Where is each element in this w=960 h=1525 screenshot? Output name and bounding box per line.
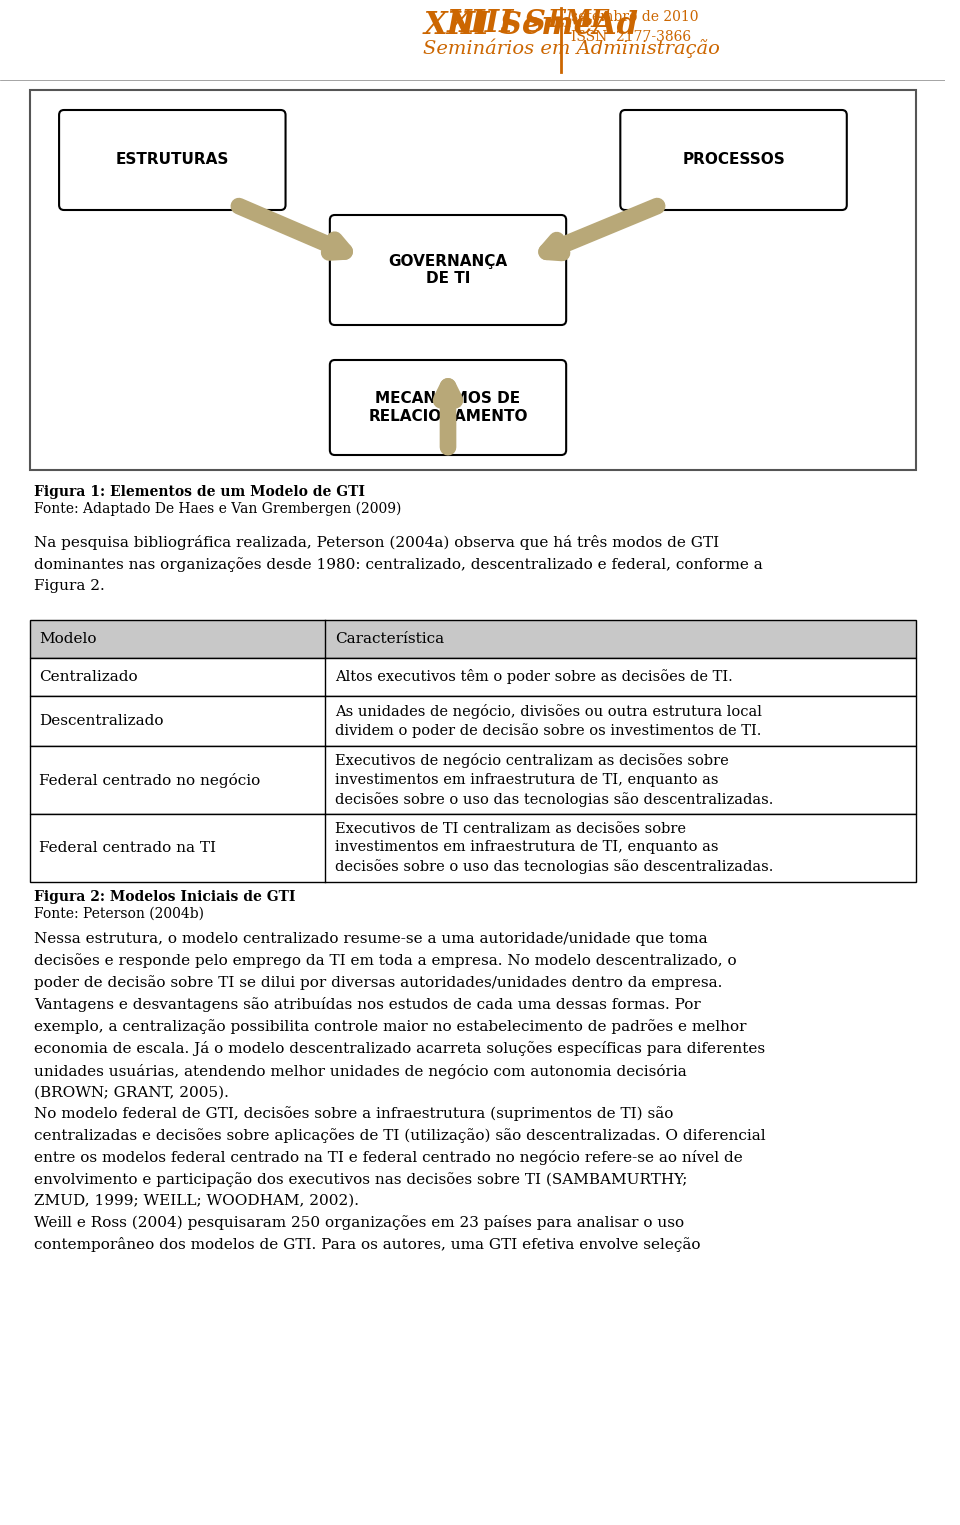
Text: Altos executivos têm o poder sobre as decisões de TI.: Altos executivos têm o poder sobre as de…	[335, 669, 732, 685]
Text: XIII S: XIII S	[447, 8, 546, 40]
Text: PROCESSOS: PROCESSOS	[683, 152, 785, 168]
Text: Federal centrado no negócio: Federal centrado no negócio	[39, 773, 260, 787]
FancyBboxPatch shape	[30, 621, 916, 657]
FancyBboxPatch shape	[30, 657, 916, 695]
Text: Figura 1: Elementos de um Modelo de GTI: Figura 1: Elementos de um Modelo de GTI	[35, 485, 366, 499]
FancyBboxPatch shape	[30, 814, 916, 881]
Text: As unidades de negócio, divisões ou outra estrutura local
dividem o poder de dec: As unidades de negócio, divisões ou outr…	[335, 703, 761, 738]
Text: EME: EME	[547, 8, 610, 32]
Text: Descentralizado: Descentralizado	[39, 714, 164, 727]
Text: Executivos de negócio centralizam as decisões sobre
investimentos em infraestrut: Executivos de negócio centralizam as dec…	[335, 753, 773, 807]
FancyBboxPatch shape	[30, 746, 916, 814]
Text: Na pesquisa bibliográfica realizada, Peterson (2004a) observa que há três modos : Na pesquisa bibliográfica realizada, Pet…	[35, 535, 763, 593]
Text: Figura 2: Modelos Iniciais de GTI: Figura 2: Modelos Iniciais de GTI	[35, 891, 296, 904]
Text: XIII SemeAd: XIII SemeAd	[423, 11, 638, 41]
Text: GOVERNANÇA
DE TI: GOVERNANÇA DE TI	[389, 253, 508, 287]
FancyBboxPatch shape	[30, 90, 916, 470]
Text: Modelo: Modelo	[39, 631, 97, 647]
Text: Nessa estrutura, o modelo centralizado resume-se a uma autoridade/unidade que to: Nessa estrutura, o modelo centralizado r…	[35, 932, 766, 1252]
FancyBboxPatch shape	[330, 360, 566, 454]
Text: Seminários em Administração: Seminários em Administração	[423, 38, 720, 58]
Text: Característica: Característica	[335, 631, 444, 647]
Text: ISSN  2177-3866: ISSN 2177-3866	[571, 30, 691, 44]
Text: Centralizado: Centralizado	[39, 669, 138, 685]
FancyBboxPatch shape	[620, 110, 847, 210]
Text: Executivos de TI centralizam as decisões sobre
investimentos em infraestrutura d: Executivos de TI centralizam as decisões…	[335, 822, 773, 874]
Text: MECANISMOS DE
RELACIONAMENTO: MECANISMOS DE RELACIONAMENTO	[369, 392, 528, 424]
Text: setembro de 2010: setembro de 2010	[571, 11, 699, 24]
Text: Fonte: Peterson (2004b): Fonte: Peterson (2004b)	[35, 907, 204, 921]
FancyBboxPatch shape	[330, 215, 566, 325]
Text: ESTRUTURAS: ESTRUTURAS	[115, 152, 229, 168]
FancyBboxPatch shape	[30, 695, 916, 746]
FancyBboxPatch shape	[60, 110, 285, 210]
Text: Federal centrado na TI: Federal centrado na TI	[39, 840, 216, 856]
Text: Fonte: Adaptado De Haes e Van Grembergen (2009): Fonte: Adaptado De Haes e Van Grembergen…	[35, 502, 402, 517]
